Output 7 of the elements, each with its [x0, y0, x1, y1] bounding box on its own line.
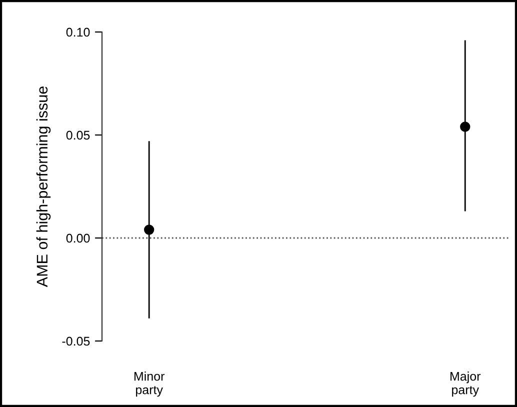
y-tick-label: 0.10: [66, 28, 90, 37]
y-tick-label: 0.00: [66, 234, 90, 243]
x-tick-label: Major party: [450, 372, 481, 397]
y-tick-label: 0.05: [66, 130, 90, 140]
x-tick-label: Minor party: [134, 372, 165, 397]
y-axis-title: AME of high-performing issue: [36, 86, 51, 288]
y-tick-label: -0.05: [62, 336, 90, 346]
